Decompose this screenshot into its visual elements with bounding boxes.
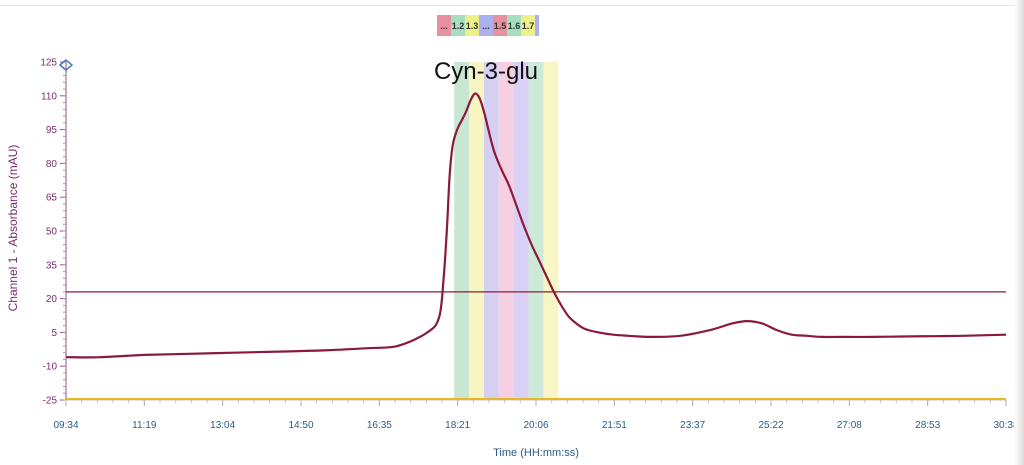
fraction-band-6 xyxy=(528,62,544,400)
y-tick-label: -10 xyxy=(43,362,58,373)
collapse-icon[interactable] xyxy=(58,59,74,71)
y-tick-label: 125 xyxy=(40,58,57,69)
legend-label: 1.6 xyxy=(508,21,521,31)
series-lines xyxy=(65,92,1007,400)
fraction-band-2 xyxy=(469,62,484,400)
x-axis-title: Time (HH:mm:ss) xyxy=(493,447,579,459)
y-tick-label: 95 xyxy=(46,125,58,136)
legend-swatch[interactable] xyxy=(465,15,479,36)
fraction-band-3 xyxy=(483,62,499,400)
legend-swatch[interactable] xyxy=(493,15,507,36)
fraction-band-4 xyxy=(498,62,514,400)
x-tick-label: 30:38 xyxy=(993,420,1014,431)
fraction-band-1 xyxy=(454,62,470,400)
legend-swatch[interactable] xyxy=(451,15,465,36)
absorbance-trace-1 xyxy=(65,92,1007,359)
fraction-legend[interactable]: ... 1.2 1.3... 1.5 1.6 1.7 xyxy=(437,15,539,36)
top-divider xyxy=(0,5,1024,6)
legend-swatch[interactable] xyxy=(521,15,535,36)
x-tick-label: 16:35 xyxy=(367,420,392,431)
fraction-bands xyxy=(454,62,559,400)
fraction-band-7 xyxy=(543,62,559,400)
legend-label: 1.7 xyxy=(522,21,535,31)
x-tick-label: 14:50 xyxy=(288,420,313,431)
legend-swatch[interactable] xyxy=(437,15,451,36)
legend-swatch[interactable] xyxy=(479,15,493,36)
legend-label: 1.2 xyxy=(452,21,465,31)
legend-end-swatch xyxy=(535,15,539,36)
x-tick-label: 25:22 xyxy=(758,420,783,431)
legend-swatch[interactable] xyxy=(507,15,521,36)
y-axis-title: Channel 1 - Absorbance (mAU) xyxy=(6,145,20,312)
x-tick-label: 21:51 xyxy=(602,420,627,431)
x-tick-label: 09:34 xyxy=(53,420,78,431)
peak-annotation: Cyn-3-glu xyxy=(434,58,538,85)
x-tick-label: 20:06 xyxy=(523,420,548,431)
legend-label: 1.3 xyxy=(466,21,479,31)
x-tick-label: 13:04 xyxy=(210,420,235,431)
y-tick-label: 35 xyxy=(46,260,58,271)
x-tick-label: 23:37 xyxy=(680,420,705,431)
y-tick-label: 50 xyxy=(46,227,58,238)
y-tick-label: 65 xyxy=(46,193,58,204)
x-tick-label: 18:21 xyxy=(445,420,470,431)
y-tick-label: 20 xyxy=(46,294,58,305)
y-tick-label: -25 xyxy=(43,396,58,407)
y-tick-label: 5 xyxy=(51,328,57,339)
x-tick-label: 28:53 xyxy=(915,420,940,431)
legend-label: ... xyxy=(482,21,490,31)
legend-label: 1.5 xyxy=(494,21,507,31)
y-tick-label: 80 xyxy=(46,159,58,170)
legend-label: ... xyxy=(440,21,448,31)
x-tick-label: 11:19 xyxy=(132,420,157,431)
x-tick-label: 27:08 xyxy=(837,420,862,431)
right-edge-shadow xyxy=(1014,0,1024,465)
y-tick-label: 110 xyxy=(41,91,57,102)
fraction-band-5 xyxy=(513,62,529,400)
